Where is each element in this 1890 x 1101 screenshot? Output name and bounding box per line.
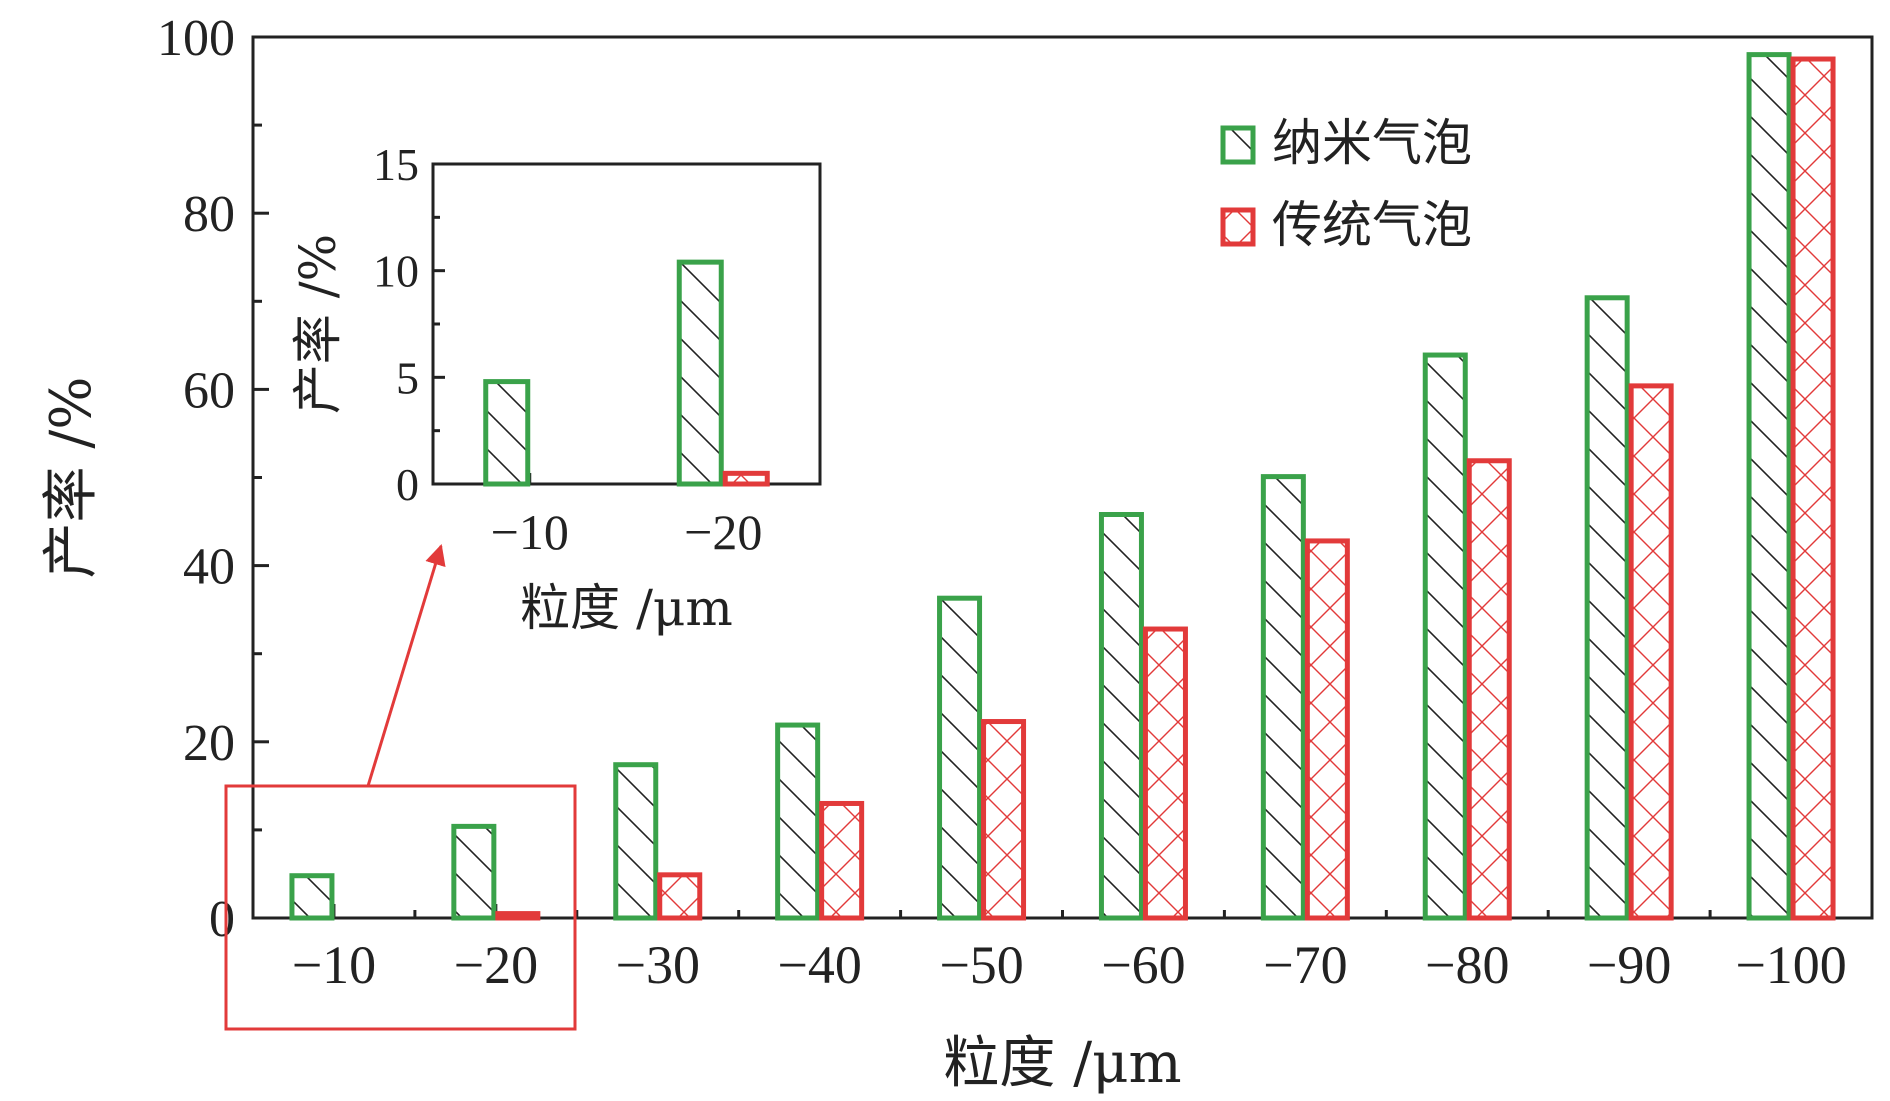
x-tick-label: −20	[454, 935, 538, 995]
y-tick-label: 20	[183, 715, 235, 772]
inset-x-tick-label: −20	[684, 504, 762, 560]
y-tick-label: 60	[183, 362, 235, 419]
inset-y-tick-label: 10	[373, 246, 419, 297]
x-tick-label: −80	[1425, 935, 1509, 995]
legend-swatch-nano	[1220, 125, 1256, 165]
bar-nano	[1422, 352, 1468, 921]
bar-traditional	[1142, 626, 1188, 921]
bar-traditional	[981, 719, 1027, 921]
bar-nano	[1260, 474, 1306, 921]
bar-nano	[289, 873, 335, 921]
bar-nano	[775, 722, 821, 921]
bar-traditional	[657, 872, 703, 921]
legend-label-nano: 纳米气泡	[1272, 114, 1472, 172]
bar-traditional	[819, 800, 865, 921]
y-axis-title: 产率 /%	[39, 377, 104, 579]
bar-traditional	[495, 911, 541, 921]
x-tick-label: −10	[292, 935, 376, 995]
inset-x-tick-label: −10	[491, 504, 569, 560]
bar-nano	[451, 823, 497, 921]
inset-y-tick-label: 15	[373, 139, 419, 190]
highlight-arrow	[366, 543, 446, 787]
y-tick-label: 80	[183, 186, 235, 243]
x-tick-label: −100	[1735, 935, 1846, 995]
legend-label-traditional: 传统气泡	[1272, 196, 1472, 254]
bar-nano	[937, 595, 983, 921]
y-tick-label: 100	[157, 10, 235, 67]
x-axis-title: 粒度 /μm	[943, 1031, 1181, 1096]
x-tick-label: −90	[1587, 935, 1671, 995]
inset-bar-nano	[676, 259, 724, 487]
x-tick-label: −40	[777, 935, 861, 995]
inset-bar-traditional	[722, 470, 770, 487]
bar-nano	[1584, 295, 1630, 921]
inset-plot: 0 5 10 15 −10 −20 粒度 /μm 产率 /%	[289, 139, 822, 637]
bar-traditional	[1790, 56, 1836, 921]
bar-traditional	[1304, 538, 1350, 921]
bar-nano	[1098, 512, 1144, 921]
bar-nano	[613, 762, 659, 921]
y-tick-label: 0	[209, 891, 235, 948]
inset-y-axis-title: 产率 /%	[289, 234, 347, 414]
bar-traditional	[1628, 383, 1674, 921]
annotations	[224, 543, 577, 1031]
x-tick-label: −70	[1263, 935, 1347, 995]
x-tick-label: −60	[1101, 935, 1185, 995]
x-tick-label: −50	[939, 935, 1023, 995]
inset-y-tick-label: 5	[396, 352, 419, 403]
bar-traditional	[1466, 458, 1512, 921]
bar-nano	[1746, 52, 1792, 921]
y-tick-label: 40	[183, 539, 235, 596]
highlight-box	[224, 784, 577, 1031]
inset-y-tick-label: 0	[396, 459, 419, 510]
legend-swatch-traditional	[1220, 207, 1256, 247]
inset-bar-nano	[483, 379, 531, 487]
x-tick-label: −30	[616, 935, 700, 995]
inset-x-axis-title: 粒度 /μm	[520, 579, 733, 637]
